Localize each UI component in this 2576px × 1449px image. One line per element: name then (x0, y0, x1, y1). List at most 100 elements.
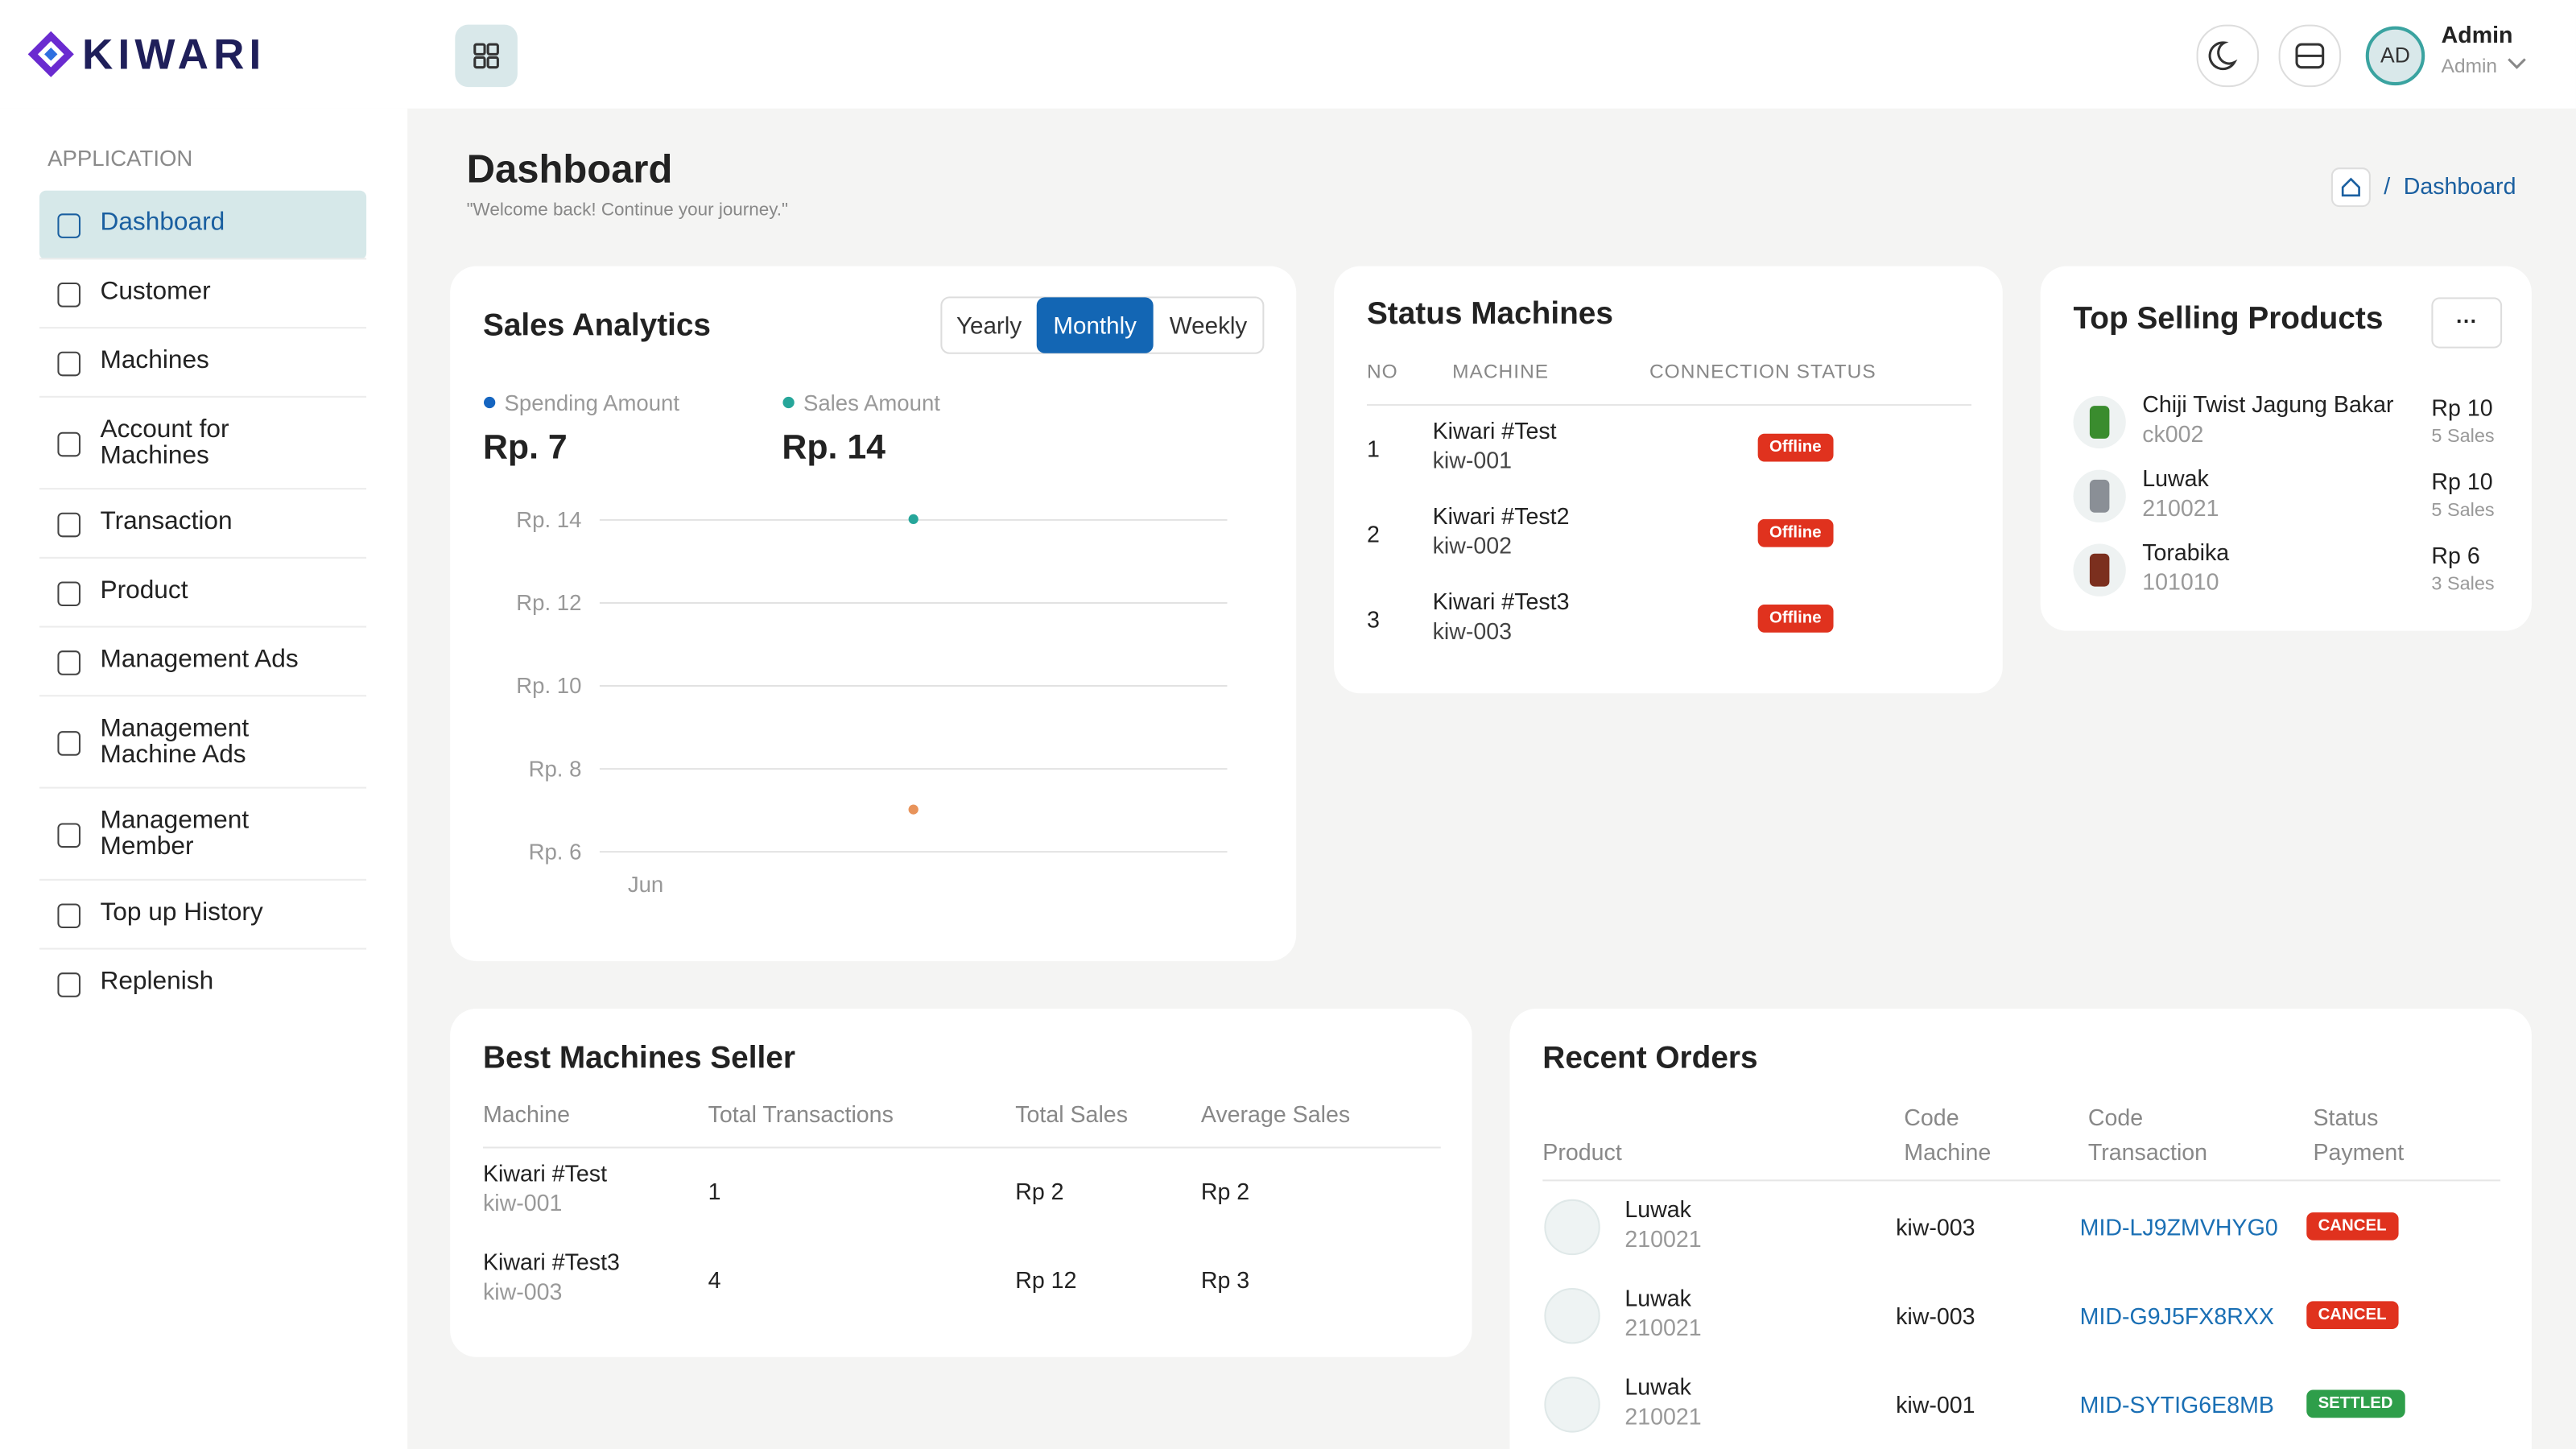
nav-icon (57, 283, 80, 308)
summary-value: Rp. 14 (782, 427, 886, 466)
table-header: Product (1542, 1138, 1622, 1165)
table-header: Average Sales (1200, 1100, 1351, 1127)
nav-item[interactable]: Machines (100, 346, 209, 375)
nav-divider (39, 695, 367, 697)
card-title: Status Machines (1366, 297, 1613, 332)
sidebar (0, 108, 408, 1449)
legend-dot (782, 396, 795, 409)
machine-code: kiw-003 (482, 1278, 563, 1305)
product-code: 101010 (2142, 568, 2219, 595)
nav-icon (57, 213, 80, 238)
payment-badge: SETTLED (2306, 1389, 2405, 1418)
machine-code: kiw-002 (1432, 532, 1513, 559)
nav-icon (57, 823, 80, 848)
table-divider (482, 1146, 1441, 1149)
more-button[interactable]: ··· (2431, 297, 2503, 349)
x-tick-label: Jun (628, 872, 663, 897)
table-header: Machine (482, 1100, 570, 1127)
point (908, 514, 919, 525)
sales-chart: Sales Analytics Yearly Monthly Weekly Spendi… (483, 296, 1265, 897)
nav-item[interactable]: Management Ads (100, 646, 299, 674)
nav-item[interactable]: Dashboard (100, 208, 225, 237)
card-title: Recent Orders (1542, 1041, 1758, 1076)
nav-icon (57, 903, 80, 929)
table-divider (1542, 1179, 2501, 1182)
product-thumb-img (2089, 406, 2110, 439)
product-code: 210021 (1624, 1402, 1702, 1430)
machine-name: Kiwari #Test3 (1432, 588, 1570, 615)
nav-icon (57, 431, 80, 457)
product-sales: 5 Sales (2431, 501, 2495, 521)
transaction-code[interactable]: MID-G9J5FX8RXX (2079, 1302, 2274, 1330)
nav-item[interactable]: Transaction (100, 507, 233, 536)
table-header: Total Transactions (708, 1100, 894, 1127)
nav-divider (39, 488, 367, 490)
nav-divider (39, 258, 367, 260)
machine-code: kiw-001 (1432, 447, 1513, 473)
logo-mark (27, 31, 74, 77)
status-card (1334, 266, 2003, 694)
status-badge: Offline (1757, 605, 1833, 633)
product-thumb (1544, 1377, 1600, 1433)
theme-toggle[interactable] (2196, 24, 2260, 88)
y-tick-label: Rp. 6 (529, 839, 582, 864)
nav-divider (39, 556, 367, 559)
user-role: Admin (2441, 54, 2498, 77)
avatar[interactable]: AD (2365, 26, 2425, 86)
tab[interactable]: Yearly (956, 312, 1022, 339)
transactions: 1 (708, 1178, 721, 1204)
card-title: Best Machines Seller (482, 1041, 795, 1076)
machine-name: Kiwari #Test (1432, 417, 1557, 444)
product-sales: 5 Sales (2431, 427, 2495, 448)
table-header: Status Payment (2313, 1104, 2405, 1165)
product-thumb-img (2089, 553, 2110, 587)
transaction-code[interactable]: MID-LJ9ZMVHYG0 (2079, 1214, 2278, 1241)
product-price: Rp 10 (2431, 394, 2493, 421)
status-badge: Offline (1757, 518, 1833, 547)
legend-dot (484, 396, 496, 409)
transactions: 4 (708, 1266, 721, 1294)
payment-badge: CANCEL (2306, 1301, 2398, 1330)
nav-item[interactable]: Account for Machines (100, 415, 229, 470)
product-name: Chiji Twist Jagung Bakar (2142, 390, 2394, 418)
machine-name: Kiwari #Test (482, 1159, 608, 1187)
nav-divider (39, 878, 367, 881)
best-card (450, 1009, 1472, 1357)
product-price: Rp 6 (2431, 542, 2480, 569)
nav-icon (57, 351, 80, 377)
table-header: CONNECTION STATUS (1649, 359, 1876, 383)
tab-active (1036, 297, 1154, 353)
nav-item[interactable]: Top up History (100, 898, 263, 927)
brand: KIWARI (82, 29, 266, 79)
nav-item[interactable]: Customer (100, 277, 211, 306)
nav-item[interactable]: Product (100, 576, 188, 605)
machine-code: kiw-001 (482, 1189, 563, 1216)
total-sales: Rp 12 (1015, 1266, 1077, 1294)
breadcrumb[interactable]: Dashboard (2403, 172, 2516, 199)
y-tick-label: Rp. 8 (529, 756, 582, 781)
point (908, 804, 919, 815)
nav-item[interactable]: Replenish (100, 968, 214, 996)
average-sales: Rp 3 (1200, 1266, 1250, 1294)
menu-toggle[interactable] (455, 24, 518, 88)
chart-title: Sales Analytics (483, 308, 711, 342)
layout-toggle[interactable] (2278, 24, 2342, 88)
nav-item[interactable]: Management Member (100, 807, 250, 861)
user-caret[interactable] (2507, 57, 2526, 70)
machine-name: Kiwari #Test2 (1432, 502, 1570, 530)
product-name: Luwak (1624, 1284, 1691, 1311)
nav-divider (39, 786, 367, 789)
home-icon[interactable] (2330, 167, 2371, 208)
transaction-code[interactable]: MID-SYTIG6E8MB (2079, 1391, 2274, 1418)
nav-item[interactable]: Management Machine Ads (100, 714, 250, 770)
sidebar-section: APPLICATION (47, 146, 193, 171)
tab[interactable]: Weekly (1170, 312, 1248, 339)
product-thumb (1544, 1199, 1600, 1256)
product-thumb-img (2089, 479, 2110, 513)
nav-icon (57, 581, 80, 607)
tab[interactable]: Monthly (1053, 312, 1137, 339)
table-header: Code Machine (1904, 1104, 1992, 1165)
product-name: Luwak (1624, 1195, 1691, 1223)
table-header: NO (1366, 359, 1398, 383)
